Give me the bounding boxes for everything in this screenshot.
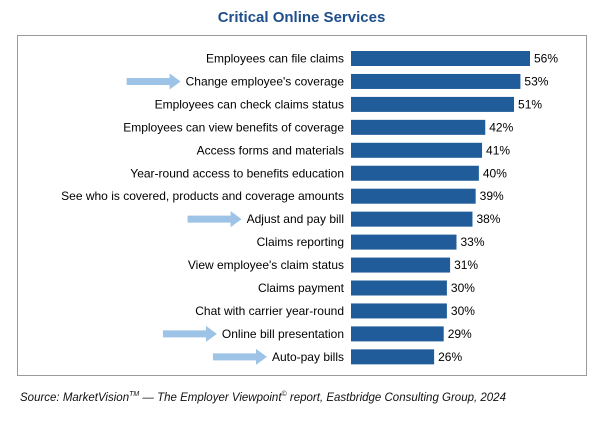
- plot-frame: [17, 35, 587, 376]
- category-label: Adjust and pay bill: [247, 212, 344, 226]
- value-label: 41%: [486, 143, 510, 157]
- category-label: Employees can check claims status: [155, 97, 344, 111]
- chart-title: Critical Online Services: [217, 9, 386, 26]
- category-label: Auto-pay bills: [272, 350, 344, 364]
- bar: [351, 51, 530, 66]
- value-label: 30%: [451, 281, 475, 295]
- bar: [351, 96, 515, 112]
- highlight-arrow-icon: [162, 325, 217, 342]
- value-label: 26%: [438, 350, 462, 364]
- bar: [351, 119, 486, 135]
- bar: [351, 73, 521, 89]
- highlight-arrow-icon: [212, 348, 267, 365]
- category-label: Claims reporting: [257, 235, 344, 249]
- value-label: 33%: [460, 235, 484, 249]
- category-label: Change employee's coverage: [186, 74, 345, 88]
- category-label: Online bill presentation: [222, 327, 344, 341]
- bar: [351, 142, 483, 158]
- source-suffix: report, Eastbridge Consulting Group, 202…: [286, 391, 506, 404]
- bar: [351, 234, 457, 250]
- value-label: 51%: [518, 97, 542, 111]
- bar: [351, 211, 473, 227]
- source-prefix: Source: MarketVision: [20, 391, 130, 404]
- bar: [351, 349, 435, 365]
- value-label: 39%: [480, 189, 504, 203]
- value-label: 42%: [489, 120, 513, 134]
- category-label: Year-round access to benefits education: [130, 166, 344, 180]
- category-label: View employee's claim status: [188, 258, 344, 272]
- bar: [351, 165, 479, 181]
- category-label: See who is covered, products and coverag…: [61, 189, 344, 203]
- bar: [351, 188, 476, 204]
- category-label: Access forms and materials: [197, 143, 344, 157]
- value-label: 29%: [448, 327, 472, 341]
- bar: [351, 280, 447, 296]
- source-note: Source: MarketVisionTM — The Employer Vi…: [20, 391, 506, 404]
- highlight-arrow-icon: [187, 211, 242, 228]
- source-tm: TM: [129, 391, 140, 398]
- category-label: Employees can view benefits of coverage: [123, 120, 344, 134]
- bar: [351, 257, 451, 273]
- source-copyright: ©: [281, 391, 287, 398]
- bar: [351, 326, 444, 342]
- category-label: Claims payment: [258, 281, 345, 295]
- source-middle: — The Employer Viewpoint: [139, 391, 282, 404]
- value-label: 38%: [476, 212, 500, 226]
- value-label: 56%: [534, 52, 558, 66]
- value-label: 53%: [524, 74, 548, 88]
- value-label: 31%: [454, 258, 478, 272]
- value-label: 40%: [483, 166, 507, 180]
- value-label: 30%: [451, 304, 475, 318]
- category-label: Chat with carrier year-round: [195, 304, 344, 318]
- category-label: Employees can file claims: [206, 52, 344, 66]
- highlight-arrow-icon: [126, 73, 181, 90]
- bar: [351, 303, 447, 319]
